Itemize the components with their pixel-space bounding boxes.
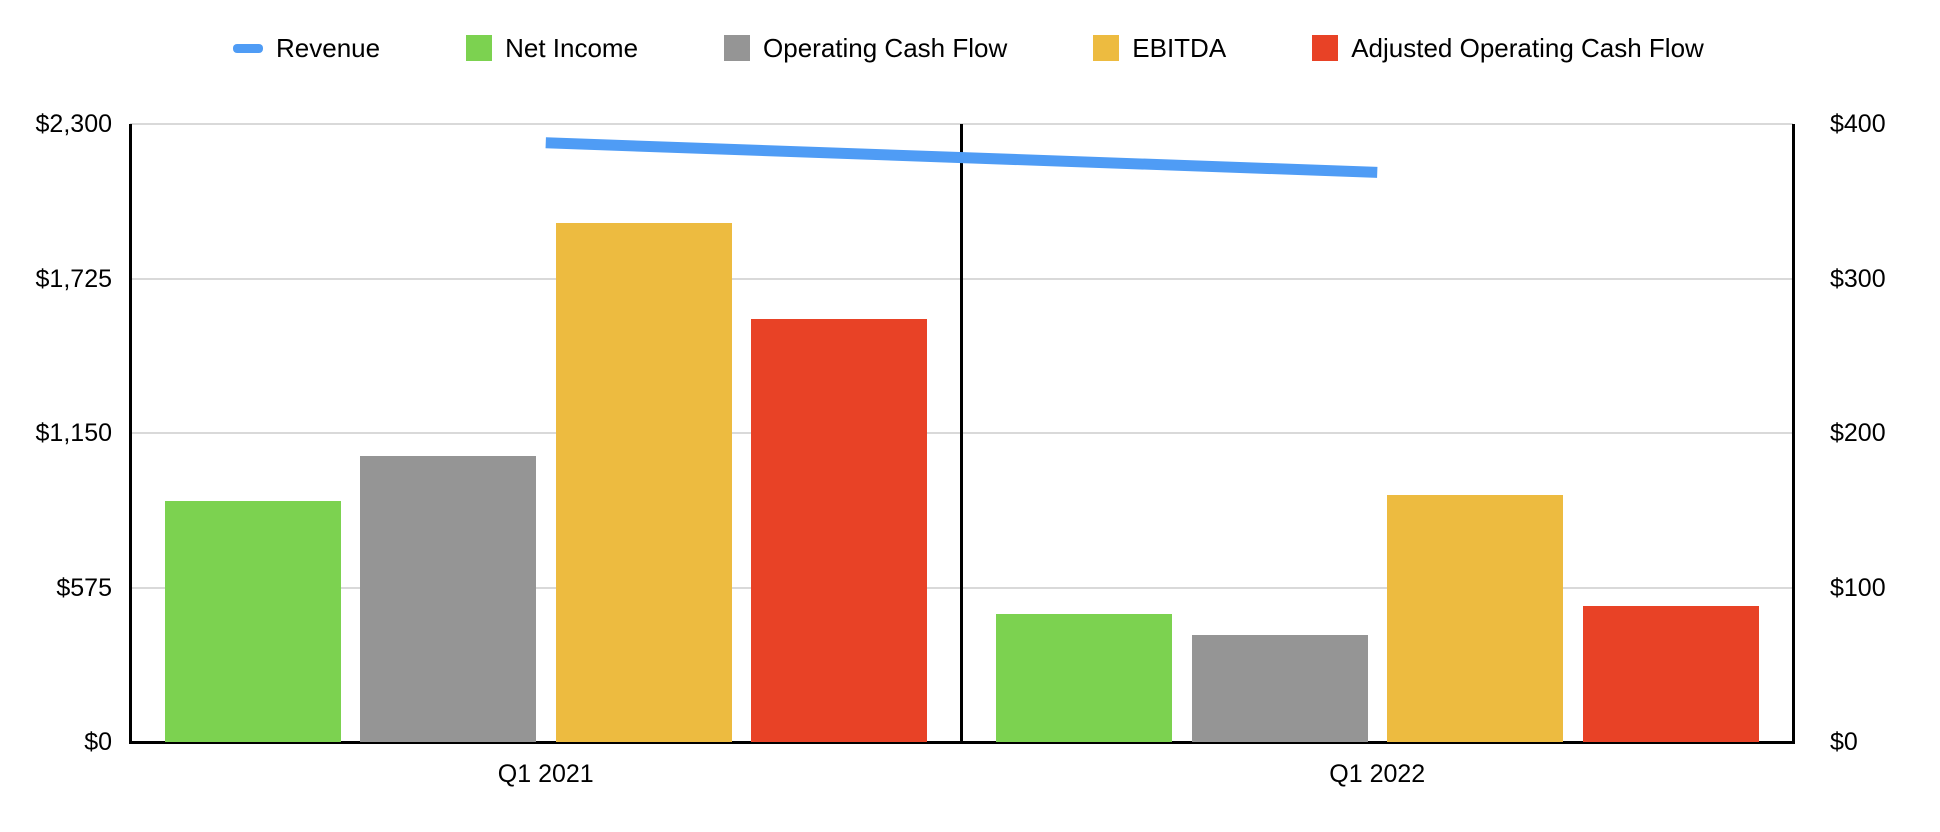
legend-item-revenue: Revenue (233, 33, 380, 64)
y-axis-right-tick-label: $0 (1830, 728, 1858, 756)
y-axis-left-tick-label: $1,150 (35, 419, 112, 447)
x-axis-label: Q1 2021 (497, 760, 594, 788)
bar-adjusted-operating-cash-flow-q1-2022 (1582, 606, 1759, 742)
legend-label-ebitda: EBITDA (1132, 32, 1227, 63)
legend-label-net-income: Net Income (505, 32, 639, 63)
adjusted-operating-cash-flow-swatch-icon (1312, 35, 1339, 61)
bar-adjusted-operating-cash-flow-q1-2021 (751, 318, 927, 742)
y-axis-right-tick-label: $300 (1830, 264, 1886, 293)
axis-border-line (960, 124, 963, 742)
y-axis-right-tick-label: $400 (1830, 110, 1886, 138)
legend-item-net-income: Net Income (466, 33, 638, 64)
chart-legend: Revenue Net Income Operating Cash Flow E… (233, 28, 1704, 68)
y-axis-left-tick-label: $1,725 (35, 264, 112, 293)
axis-border-line (128, 124, 132, 742)
operating-cash-flow-swatch-icon (724, 35, 751, 61)
revenue-line-swatch-icon (233, 43, 263, 53)
legend-label-operating-cash-flow: Operating Cash Flow (763, 32, 1008, 63)
bar-ebitda-q1-2021 (555, 222, 732, 742)
x-axis-label: Q1 2022 (1329, 760, 1426, 788)
legend-item-operating-cash-flow: Operating Cash Flow (724, 33, 1007, 64)
legend-label-adjusted-operating-cash-flow: Adjusted Operating Cash Flow (1351, 32, 1704, 63)
ebitda-swatch-icon (1093, 35, 1120, 61)
legend-item-adjusted-operating-cash-flow: Adjusted Operating Cash Flow (1312, 33, 1704, 64)
y-axis-left-tick-label: $2,300 (35, 110, 112, 138)
bar-operating-cash-flow-q1-2022 (1191, 635, 1368, 742)
net-income-swatch-icon (466, 35, 493, 61)
axis-border-line (1791, 124, 1795, 742)
x-axis-baseline (128, 740, 1795, 744)
y-axis-right-tick-label: $100 (1830, 573, 1886, 602)
legend-label-revenue: Revenue (276, 32, 381, 63)
legend-item-ebitda: EBITDA (1093, 33, 1226, 64)
y-axis-left-tick-label: $575 (56, 573, 112, 602)
revenue-line (545, 137, 1378, 178)
y-axis-right-tick-label: $200 (1830, 419, 1886, 447)
bar-ebitda-q1-2022 (1387, 494, 1563, 742)
y-axis-left-tick-label: $0 (84, 728, 112, 756)
bar-net-income-q1-2022 (996, 613, 1172, 742)
bar-net-income-q1-2021 (164, 500, 341, 742)
bar-operating-cash-flow-q1-2021 (360, 456, 536, 742)
